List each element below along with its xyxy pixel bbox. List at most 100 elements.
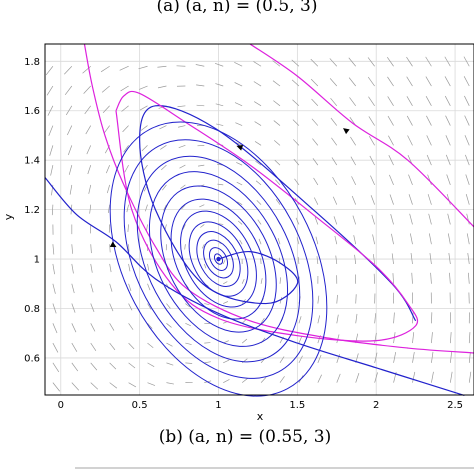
vector-arrow-100 [139,85,148,90]
direction-arrowhead-0 [343,128,350,135]
vector-arrow-267 [331,137,338,146]
vector-arrow-99 [139,105,148,111]
vector-arrow-11 [50,165,54,176]
vector-arrow-180 [236,181,243,186]
vector-arrow-181 [236,162,243,166]
vector-arrow-30 [66,125,73,136]
vector-arrow-97 [141,145,148,152]
vector-arrow-89 [147,303,152,310]
vector-arrow-205 [279,356,285,364]
vector-arrow-330 [409,233,413,245]
vector-arrow-252 [311,98,319,107]
vector-arrow-237 [291,59,300,67]
vector-arrow-264 [332,196,338,205]
vector-arrow-173 [241,319,247,324]
vector-arrow-374 [468,371,472,383]
vector-arrow-223 [298,335,303,344]
vector-arrow-261 [335,255,338,265]
vector-arrow-32 [64,85,73,95]
vector-arrow-178 [237,220,243,225]
vector-arrow-219 [272,80,281,87]
vector-arrow-320 [387,96,394,106]
vector-arrow-379 [467,272,470,284]
series-limit-cycle-1 [115,90,419,342]
spiral-ring-5 [188,221,249,297]
vector-arrow-366 [446,194,451,205]
x-tick-label-5: 2.5 [447,400,463,411]
vector-arrow-335 [407,135,413,146]
vector-arrow-272 [355,373,360,383]
vector-arrow-217 [273,120,281,126]
vector-arrow-356 [425,56,432,67]
vector-arrow-58 [109,244,111,253]
spiral-ring-11 [123,139,314,379]
x-tick-label-3: 1.5 [289,400,305,411]
spiral-ring-3 [203,239,234,279]
vector-arrow-187 [260,376,267,383]
vector-arrow-375 [468,351,471,363]
vector-arrow-120 [185,362,193,364]
y-tick-label-5: 1.6 [24,106,40,117]
vector-arrow-166 [216,123,224,126]
vector-arrow-229 [295,217,300,225]
vector-arrow-270 [329,78,338,87]
vector-arrow-72 [128,303,133,311]
vector-arrow-253 [310,78,319,87]
caption-bottom: (b) (a, n) = (0.55, 3) [159,427,332,447]
vector-arrow-339 [406,56,413,67]
vector-arrow-67 [100,65,110,73]
vector-arrow-333 [408,174,413,186]
vector-arrow-359 [449,332,452,344]
vector-arrow-43 [89,204,92,214]
vector-field [45,56,472,392]
vector-arrow-127 [182,224,186,230]
spiral-ring-8 [160,185,277,333]
vector-arrow-114 [160,145,167,150]
vector-arrow-203 [253,61,262,67]
spiral-ring-9 [148,171,289,347]
vector-arrow-154 [223,359,230,364]
vector-arrow-235 [292,99,300,107]
vector-arrow-299 [370,175,375,186]
vector-arrow-18 [71,362,79,372]
vector-arrow-81 [122,125,129,133]
vector-arrow-251 [311,118,319,126]
vector-arrow-216 [274,140,281,146]
vector-arrow-200 [254,121,262,126]
vector-arrow-290 [374,352,378,363]
vector-arrow-364 [447,233,451,245]
vector-arrow-337 [406,96,413,106]
vector-arrow-17 [71,382,80,391]
vector-arrow-47 [85,125,92,135]
vector-arrow-271 [329,58,338,67]
caption-top: (a) (a, n) = (0.5, 3) [157,0,318,16]
vector-arrow-143 [201,244,205,249]
vector-arrow-201 [254,101,262,107]
vector-arrow-228 [296,237,300,245]
vector-arrow-183 [235,122,243,126]
vector-arrow-37 [90,323,96,332]
vector-arrow-352 [426,135,432,146]
vector-arrow-244 [316,256,319,265]
spiral-ring-7 [170,198,267,320]
vector-arrow-21 [71,303,76,313]
vector-arrow-104 [166,342,173,347]
vector-arrow-50 [82,65,91,74]
vector-arrow-158 [223,281,228,285]
vector-arrow-23 [71,263,74,274]
vector-arrow-152 [195,64,205,67]
vector-arrow-302 [368,116,375,126]
vector-arrow-284 [350,136,357,146]
vector-arrow-40 [90,263,93,273]
vector-arrow-367 [446,174,451,186]
vector-arrow-96 [142,164,148,172]
vector-arrow-196 [256,200,262,205]
vector-arrow-220 [272,60,281,67]
vector-arrow-55 [109,303,114,312]
x-tick-label-2: 1 [215,400,221,411]
vector-arrow-289 [374,372,378,383]
vector-arrow-19 [71,342,78,352]
vector-arrow-66 [101,85,110,93]
vector-arrow-321 [387,76,394,87]
vector-arrow-9 [51,204,54,216]
